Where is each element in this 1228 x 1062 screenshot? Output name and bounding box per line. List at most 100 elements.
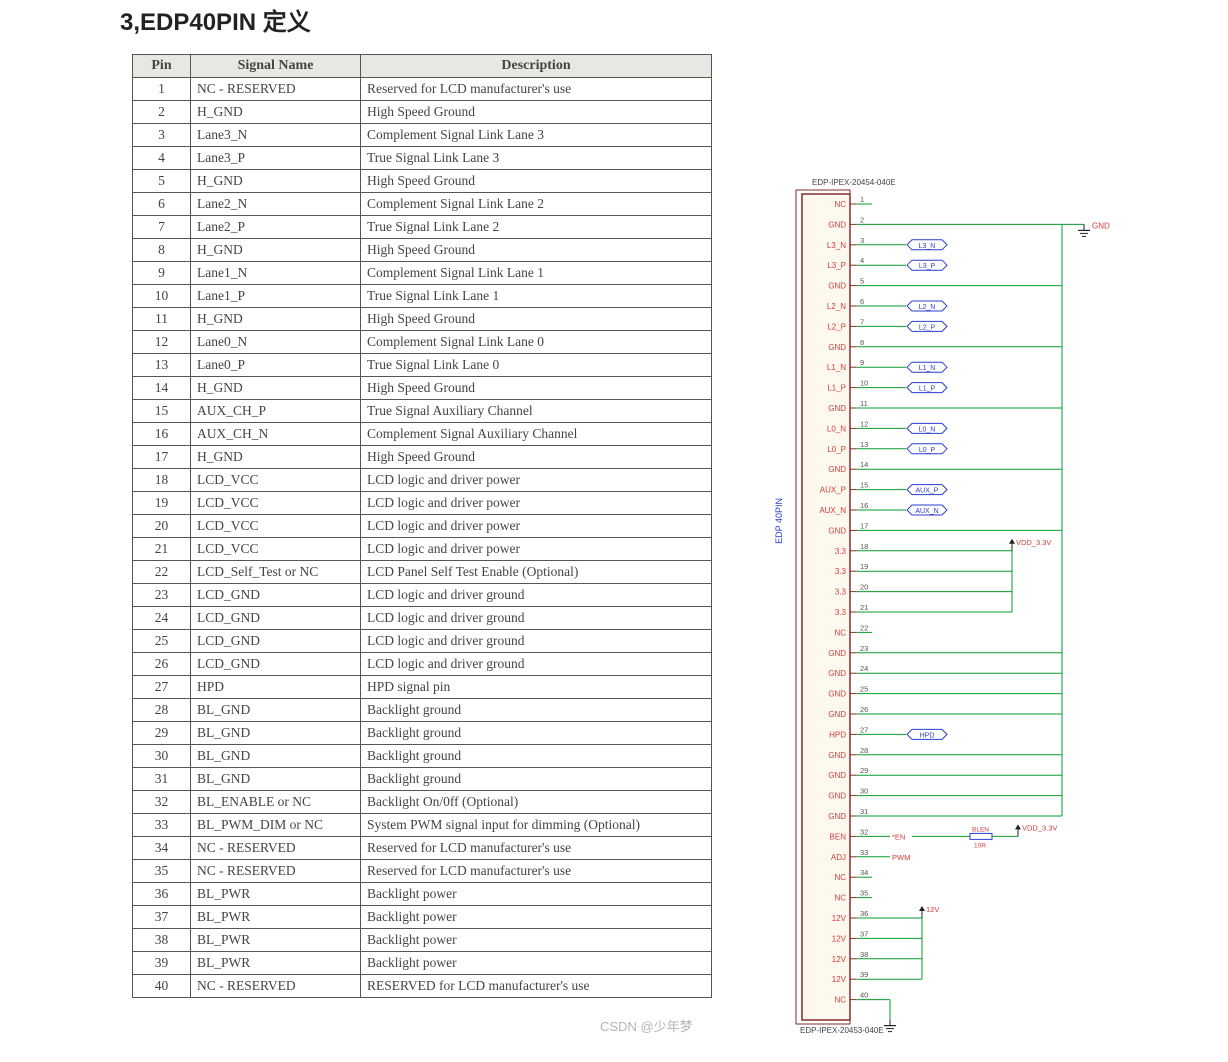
svg-text:L2_N: L2_N — [827, 302, 846, 311]
cell-pin: 28 — [133, 699, 191, 722]
table-row: 21LCD_VCCLCD logic and driver power — [133, 538, 712, 561]
cell-signal: Lane1_N — [191, 262, 361, 285]
svg-text:12V: 12V — [832, 955, 847, 964]
cell-pin: 13 — [133, 354, 191, 377]
table-row: 38BL_PWRBacklight power — [133, 929, 712, 952]
cell-desc: Reserved for LCD manufacturer's use — [361, 860, 712, 883]
svg-text:27: 27 — [860, 725, 868, 734]
cell-desc: True Signal Auxiliary Channel — [361, 400, 712, 423]
svg-text:L2_P: L2_P — [827, 322, 846, 331]
table-row: 4Lane3_PTrue Signal Link Lane 3 — [133, 147, 712, 170]
svg-text:GND: GND — [828, 404, 846, 413]
svg-text:12: 12 — [860, 419, 868, 428]
svg-text:15: 15 — [860, 481, 868, 490]
svg-text:1: 1 — [860, 195, 864, 204]
cell-signal: BL_PWR — [191, 929, 361, 952]
table-row: 40NC - RESERVEDRESERVED for LCD manufact… — [133, 975, 712, 998]
schematic: EDP-IPEX-20454-040E EDP-IPEX-20453-040E … — [752, 178, 1112, 1048]
cell-signal: Lane0_P — [191, 354, 361, 377]
cell-signal: NC - RESERVED — [191, 837, 361, 860]
svg-text:26: 26 — [860, 705, 868, 714]
cell-signal: BL_ENABLE or NC — [191, 791, 361, 814]
cell-pin: 26 — [133, 653, 191, 676]
cell-pin: 8 — [133, 239, 191, 262]
cell-desc: LCD logic and driver power — [361, 515, 712, 538]
svg-text:GND: GND — [828, 792, 846, 801]
cell-desc: System PWM signal input for dimming (Opt… — [361, 814, 712, 837]
cell-desc: LCD logic and driver ground — [361, 584, 712, 607]
svg-text:GND: GND — [828, 710, 846, 719]
cell-desc: True Signal Link Lane 2 — [361, 216, 712, 239]
cell-desc: LCD logic and driver ground — [361, 607, 712, 630]
cell-desc: LCD logic and driver ground — [361, 630, 712, 653]
svg-text:NC: NC — [834, 628, 846, 637]
cell-desc: Backlight power — [361, 929, 712, 952]
table-row: 5H_GNDHigh Speed Ground — [133, 170, 712, 193]
cell-pin: 21 — [133, 538, 191, 561]
cell-signal: H_GND — [191, 308, 361, 331]
svg-text:30: 30 — [860, 787, 868, 796]
svg-text:NC: NC — [834, 996, 846, 1005]
cell-signal: BL_GND — [191, 768, 361, 791]
cell-desc: Backlight ground — [361, 745, 712, 768]
svg-text:L3_N: L3_N — [919, 243, 936, 250]
cell-signal: BL_PWR — [191, 906, 361, 929]
cell-signal: LCD_VCC — [191, 469, 361, 492]
cell-signal: BL_GND — [191, 745, 361, 768]
svg-text:23: 23 — [860, 644, 868, 653]
cell-signal: AUX_CH_P — [191, 400, 361, 423]
svg-text:L1_P: L1_P — [827, 384, 846, 393]
svg-text:PWM: PWM — [892, 853, 910, 862]
svg-text:GND: GND — [828, 771, 846, 780]
cell-pin: 7 — [133, 216, 191, 239]
svg-text:11: 11 — [860, 399, 868, 408]
cell-desc: Backlight ground — [361, 699, 712, 722]
svg-text:L0_P: L0_P — [827, 445, 846, 454]
cell-pin: 17 — [133, 446, 191, 469]
svg-text:*EN: *EN — [892, 832, 905, 841]
svg-text:AUX_P: AUX_P — [820, 486, 846, 495]
table-row: 20LCD_VCCLCD logic and driver power — [133, 515, 712, 538]
svg-text:GND: GND — [828, 812, 846, 821]
cell-signal: H_GND — [191, 101, 361, 124]
cell-desc: High Speed Ground — [361, 377, 712, 400]
cell-signal: LCD_GND — [191, 607, 361, 630]
svg-text:AUX_P: AUX_P — [916, 488, 939, 495]
table-row: 10Lane1_PTrue Signal Link Lane 1 — [133, 285, 712, 308]
cell-desc: Backlight ground — [361, 768, 712, 791]
svg-text:4: 4 — [860, 256, 864, 265]
cell-desc: Complement Signal Link Lane 0 — [361, 331, 712, 354]
cell-signal: NC - RESERVED — [191, 860, 361, 883]
table-row: 32BL_ENABLE or NCBacklight On/0ff (Optio… — [133, 791, 712, 814]
watermark: CSDN @少年梦 — [600, 1016, 693, 1035]
cell-desc: LCD logic and driver ground — [361, 653, 712, 676]
svg-text:13: 13 — [860, 440, 868, 449]
svg-text:3.3: 3.3 — [835, 567, 847, 576]
svg-text:36: 36 — [860, 909, 868, 918]
cell-signal: H_GND — [191, 377, 361, 400]
table-row: 28BL_GNDBacklight ground — [133, 699, 712, 722]
svg-text:GND: GND — [828, 690, 846, 699]
table-row: 36BL_PWRBacklight power — [133, 883, 712, 906]
svg-text:25: 25 — [860, 685, 868, 694]
table-row: 22LCD_Self_Test or NCLCD Panel Self Test… — [133, 561, 712, 584]
table-row: 31BL_GNDBacklight ground — [133, 768, 712, 791]
cell-signal: BL_GND — [191, 722, 361, 745]
cell-pin: 5 — [133, 170, 191, 193]
cell-signal: HPD — [191, 676, 361, 699]
table-row: 29BL_GNDBacklight ground — [133, 722, 712, 745]
cell-signal: Lane0_N — [191, 331, 361, 354]
cell-signal: BL_PWR — [191, 952, 361, 975]
cell-desc: Complement Signal Link Lane 2 — [361, 193, 712, 216]
table-row: 16AUX_CH_NComplement Signal Auxiliary Ch… — [133, 423, 712, 446]
table-row: 27HPDHPD signal pin — [133, 676, 712, 699]
svg-text:29: 29 — [860, 766, 868, 775]
cell-pin: 6 — [133, 193, 191, 216]
cell-pin: 3 — [133, 124, 191, 147]
table-row: 14H_GNDHigh Speed Ground — [133, 377, 712, 400]
cell-desc: HPD signal pin — [361, 676, 712, 699]
svg-text:GND: GND — [828, 526, 846, 535]
cell-pin: 11 — [133, 308, 191, 331]
svg-text:NC: NC — [834, 873, 846, 882]
cell-signal: LCD_GND — [191, 653, 361, 676]
